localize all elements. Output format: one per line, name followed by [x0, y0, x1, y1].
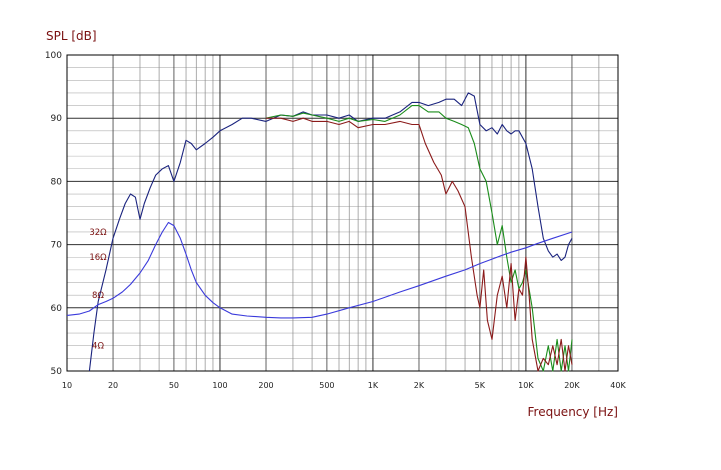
- y-axis-label: SPL [dB]: [46, 29, 97, 43]
- x-tick-label: 40K: [610, 381, 626, 390]
- series-line-4: [66, 221, 573, 319]
- series-line-1: [88, 92, 573, 372]
- impedance-labels: 32Ω 16Ω 8Ω 4Ω: [89, 228, 107, 352]
- y-tick-label: 100: [45, 51, 62, 61]
- impedance-label: 16Ω: [89, 253, 107, 263]
- x-tick-label: 100: [212, 381, 227, 390]
- x-tick-labels: 10 20 50 100 200 500 1K 2K 5K 10K 20K 40K: [62, 381, 627, 390]
- series-layer: [66, 92, 573, 372]
- y-tick-label: 80: [51, 177, 63, 187]
- x-tick-label: 10: [62, 381, 72, 390]
- x-tick-label: 500: [319, 381, 334, 390]
- series-line-3: [266, 117, 573, 372]
- x-tick-label: 20: [108, 381, 118, 390]
- y-tick-label: 70: [51, 241, 63, 251]
- y-tick-label: 90: [51, 114, 63, 124]
- x-tick-label: 50: [169, 381, 179, 390]
- x-tick-label: 1K: [368, 381, 379, 390]
- impedance-label: 4Ω: [92, 342, 104, 352]
- x-tick-label: 5K: [475, 381, 486, 390]
- x-tick-label: 2K: [414, 381, 425, 390]
- x-tick-label: 20K: [564, 381, 580, 390]
- x-axis-label: Frequency [Hz]: [528, 405, 619, 419]
- x-tick-label: 10K: [518, 381, 534, 390]
- y-tick-labels: 50 60 70 80 90 100: [45, 51, 62, 377]
- impedance-label: 8Ω: [92, 291, 104, 301]
- impedance-label: 32Ω: [89, 228, 107, 238]
- series-line-2: [265, 105, 573, 372]
- y-tick-label: 50: [51, 367, 63, 377]
- plot-frame: [66, 54, 619, 372]
- y-tick-label: 60: [51, 304, 63, 314]
- x-tick-label: 200: [258, 381, 273, 390]
